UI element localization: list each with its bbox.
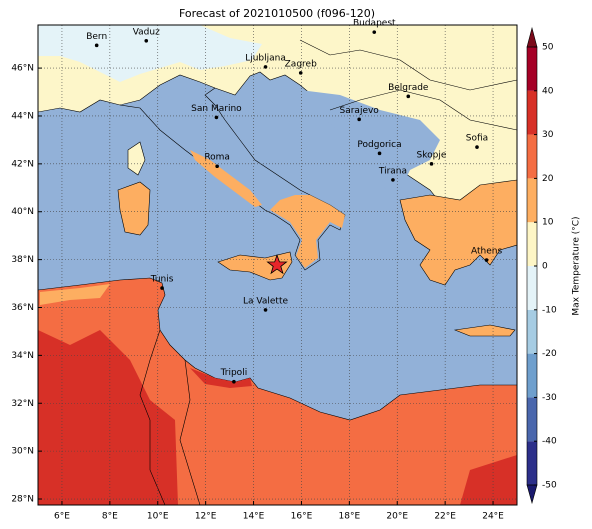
y-tick-label: 42°N — [11, 159, 34, 169]
colorbar-tick-label: 0 — [542, 262, 548, 272]
sardinia — [117, 181, 151, 236]
city-dot — [263, 308, 268, 312]
colorbar-under — [526, 484, 538, 505]
city-dot — [372, 30, 377, 34]
colorbar-band — [527, 178, 537, 223]
colorbar-band — [527, 441, 537, 485]
city-label: Tunis — [150, 275, 174, 285]
south-italy-warm — [270, 195, 345, 268]
city-label: Belgrade — [388, 83, 429, 93]
alps-cold — [38, 25, 262, 82]
city-label: Ljubljana — [245, 53, 286, 63]
colorbar-over — [526, 26, 538, 48]
city-label: Roma — [204, 153, 230, 163]
city-label: Sarajevo — [340, 106, 380, 116]
city-dot — [160, 286, 164, 290]
lazio-coast-warm — [190, 150, 262, 207]
x-tick-label: 24°E — [482, 512, 504, 522]
colorbar-band — [527, 397, 537, 442]
border — [299, 39, 517, 91]
colorbar-tick-label: -20 — [542, 349, 557, 359]
egypt-hot — [460, 455, 517, 505]
city-dot — [94, 43, 99, 48]
colorbar-tick-label: -50 — [542, 481, 557, 491]
colorbar-tick-label: 30 — [542, 130, 554, 140]
border — [329, 89, 517, 131]
y-tick-label: 36°N — [11, 303, 34, 313]
tunisia-coast-warm — [40, 284, 110, 305]
city-label: Bern — [86, 32, 107, 42]
city-label: Athens — [471, 247, 502, 257]
city-label: Budapest — [353, 19, 396, 29]
colorbar-band — [527, 222, 537, 266]
colorbar-band — [527, 47, 537, 91]
city-label: San Marino — [191, 104, 242, 114]
city-dot — [298, 71, 303, 75]
colorbar: -50 -40 -30 -20 -10 0 10 20 30 40 50 — [526, 26, 557, 505]
star-marker — [266, 253, 288, 275]
sicily — [217, 251, 293, 281]
colorbar-tick-label: 20 — [542, 174, 554, 184]
city-label: Vaduz — [133, 27, 160, 37]
corsica — [127, 141, 146, 176]
city-label: Zagreb — [285, 59, 317, 69]
y-tick-label: 46°N — [11, 64, 34, 74]
colorbar-band — [527, 90, 537, 135]
y-tick-label: 28°N — [11, 495, 34, 505]
sahara-hot — [38, 330, 178, 505]
x-tick-label: 22°E — [434, 512, 456, 522]
city-label: Skopje — [417, 150, 447, 160]
y-tick-label: 30°N — [11, 447, 34, 457]
map-frame — [37, 24, 518, 506]
colorbar-band — [527, 134, 537, 179]
colorbar-tick-label: 10 — [542, 218, 554, 228]
border — [179, 359, 201, 505]
colorbar-tick-label: 40 — [542, 86, 554, 96]
colorbar-tick-label: 50 — [542, 43, 554, 53]
x-tick-label: 6°E — [54, 512, 70, 522]
colorbar-tick-label: -10 — [542, 305, 557, 315]
city-label: La Valette — [243, 296, 288, 306]
crete — [453, 324, 516, 337]
city-dot — [144, 39, 149, 43]
x-tick-label: 10°E — [147, 512, 169, 522]
y-tick-label: 44°N — [11, 111, 34, 121]
x-tick-label: 16°E — [291, 512, 313, 522]
city-dot — [263, 65, 268, 69]
colorbar-band — [527, 309, 537, 354]
y-tick-label: 32°N — [11, 399, 34, 409]
border — [139, 329, 166, 505]
city-label: Sofia — [466, 134, 488, 144]
title: Forecast of 2021010500 (f096-120) — [179, 7, 375, 20]
colorbar-tick-label: -30 — [542, 393, 557, 403]
x-tick-label: 12°E — [195, 512, 217, 522]
colorbar-label: Max Temperature (°C) — [572, 216, 582, 315]
city-dot — [406, 94, 411, 99]
city-dot — [215, 164, 219, 169]
y-tick-label: 34°N — [11, 351, 34, 361]
city-dot — [429, 162, 434, 166]
x-tick-label: 14°E — [243, 512, 265, 522]
colorbar-tick-label: -40 — [542, 437, 557, 447]
city-dot — [377, 151, 382, 156]
y-tick-label: 38°N — [11, 255, 34, 265]
x-tick-label: 18°E — [339, 512, 361, 522]
city-label: Podgorica — [357, 140, 401, 150]
city-dot — [357, 117, 361, 122]
grid — [38, 25, 517, 505]
city-dot — [391, 178, 395, 182]
city-dot — [232, 379, 236, 384]
y-tick-label: 40°N — [11, 207, 34, 217]
city-label: Tirana — [378, 166, 407, 176]
city-label: Tripoli — [220, 368, 248, 378]
colorbar-band — [527, 353, 537, 398]
x-tick-label: 8°E — [102, 512, 118, 522]
city-dot — [214, 115, 219, 120]
city-dot — [475, 145, 479, 149]
city-dot — [484, 258, 489, 262]
x-tick-label: 20°E — [386, 512, 408, 522]
colorbar-band — [527, 266, 537, 310]
